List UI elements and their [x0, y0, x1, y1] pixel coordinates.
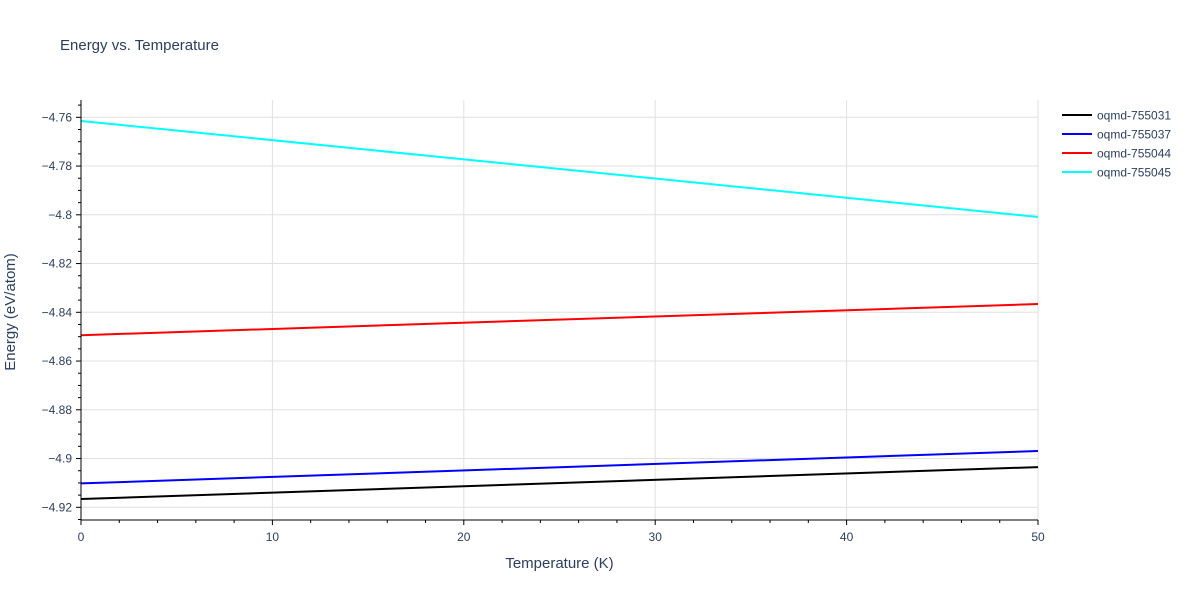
series-line-oqmd-755031	[80, 466, 1039, 501]
series-line-oqmd-755037	[80, 449, 1039, 485]
legend-label: oqmd-755044	[1097, 147, 1171, 161]
x-tick-label: 50	[1031, 530, 1045, 544]
legend-label: oqmd-755045	[1097, 166, 1171, 180]
x-tick-label: 0	[78, 530, 85, 544]
y-tick-label: −4.78	[42, 159, 73, 173]
axes: 0 10 20 30 40 50 −4.76 −4.78 −4.8 −4.82 −4.84 −4.86…	[42, 100, 1045, 544]
y-axis-label: Energy (eV/atom)	[2, 253, 19, 371]
y-tick-label: −4.82	[42, 257, 73, 271]
legend-item-oqmd-755037[interactable]: oqmd-755037	[1062, 128, 1171, 142]
y-tick-label: −4.88	[42, 403, 73, 417]
y-tick-label: −4.76	[42, 110, 73, 124]
series-lines	[80, 119, 1039, 501]
x-tick-label: 40	[840, 530, 854, 544]
y-tick-label: −4.84	[42, 305, 73, 319]
y-tick-label: −4.9	[48, 452, 72, 466]
y-tick-label: −4.8	[48, 208, 72, 222]
series-line-oqmd-755044	[80, 303, 1039, 337]
y-tick-label: −4.92	[42, 500, 73, 514]
x-axis-label: Temperature (K)	[505, 555, 613, 572]
series-line-oqmd-755045	[80, 119, 1039, 218]
legend-item-oqmd-755044[interactable]: oqmd-755044	[1062, 147, 1171, 161]
chart-title: Energy vs. Temperature	[60, 37, 219, 54]
legend-item-oqmd-755031[interactable]: oqmd-755031	[1062, 109, 1171, 123]
x-tick-label: 20	[457, 530, 471, 544]
legend-item-oqmd-755045[interactable]: oqmd-755045	[1062, 166, 1171, 180]
legend-label: oqmd-755037	[1097, 128, 1171, 142]
x-tick-label: 10	[266, 530, 280, 544]
grid	[81, 100, 1039, 520]
y-tick-label: −4.86	[42, 354, 73, 368]
legend[interactable]: oqmd-755031 oqmd-755037 oqmd-755044 oqmd-75…	[1062, 109, 1171, 180]
x-tick-label: 30	[649, 530, 663, 544]
legend-label: oqmd-755031	[1097, 109, 1171, 123]
